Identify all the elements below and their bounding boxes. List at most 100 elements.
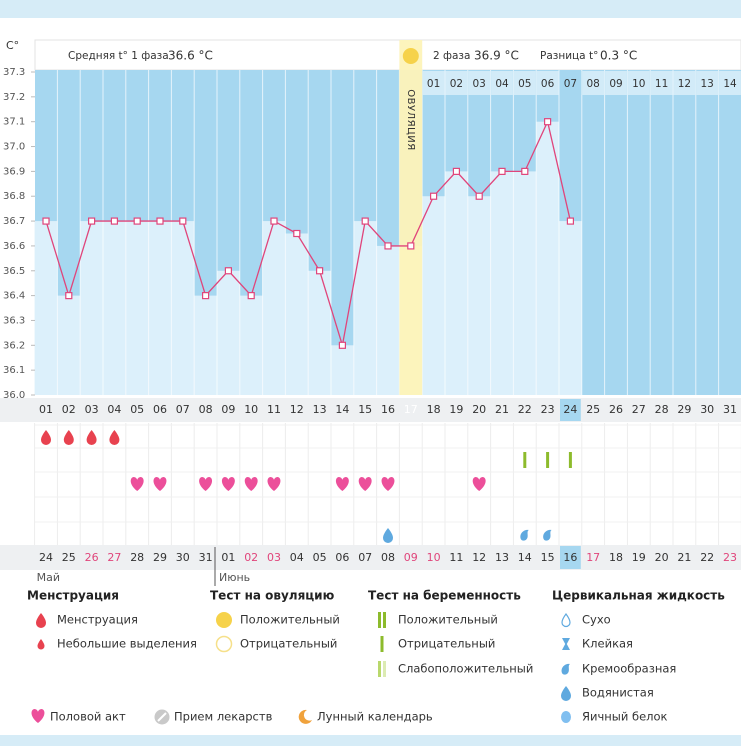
- temperature-point: [247, 292, 255, 300]
- test-bar: [378, 661, 381, 677]
- day-icon: [383, 528, 393, 543]
- date-label: 08: [381, 551, 395, 564]
- phase2-day-label: 08: [587, 78, 600, 90]
- legend-item: Кремообразная: [582, 662, 676, 676]
- x-tick-label: 11: [267, 403, 281, 416]
- x-tick-label: 14: [335, 403, 349, 416]
- legend-icon: [562, 638, 570, 650]
- temp-bar: [513, 171, 537, 395]
- date-label: 29: [153, 551, 167, 564]
- day-icon: [358, 477, 372, 491]
- phase2-day-label: 04: [495, 78, 509, 90]
- x-tick-label: 29: [677, 403, 691, 416]
- x-tick-label: 08: [199, 403, 213, 416]
- phase2-day-label: 13: [701, 78, 714, 90]
- y-tick-label: 36.6: [3, 241, 25, 252]
- temperature-line: [45, 119, 572, 346]
- legend-item: Лунный календарь: [317, 710, 433, 724]
- legend-icon: [378, 661, 386, 677]
- temp-bar: [422, 196, 445, 395]
- day-icon: [335, 477, 349, 491]
- test-bar: [378, 612, 381, 628]
- phase2-day-cell: [491, 71, 513, 95]
- temperature-point: [430, 192, 438, 200]
- day-icon: [381, 477, 395, 491]
- y-tick-label: 36.3: [3, 315, 25, 326]
- y-tick-label: 37.1: [3, 117, 25, 128]
- temp-bar: [262, 221, 286, 395]
- phase2-day-cell: [468, 71, 491, 95]
- legend-item: Слабоположительный: [398, 662, 533, 676]
- phase2-day-cell: [650, 71, 673, 95]
- phase2-day-cell: [422, 71, 445, 95]
- day-icon: [568, 452, 572, 468]
- phase2-day-label: 01: [427, 78, 440, 90]
- x-tick-label: 19: [449, 403, 463, 416]
- heart-icon: [199, 477, 213, 491]
- temp-bar: [194, 295, 217, 395]
- date-label: 09: [404, 551, 418, 564]
- temp-bar: [57, 295, 81, 395]
- y-tick-label: 37.2: [3, 92, 25, 103]
- x-tick-label: 13: [313, 403, 327, 416]
- legend-icon: [31, 709, 45, 723]
- temperature-point: [384, 242, 392, 250]
- temperature-point: [224, 267, 232, 275]
- legend-title: Тест на овуляцию: [210, 589, 335, 603]
- y-tick-label: 37.3: [3, 67, 25, 78]
- temperature-point: [179, 217, 187, 225]
- ovulation-strip: [399, 40, 423, 395]
- phase2-day-label: 10: [632, 78, 645, 90]
- day-icon: [267, 477, 281, 491]
- legend-item: Менструация: [57, 613, 138, 627]
- x-tick-label: 05: [130, 403, 144, 416]
- temp-bar: [285, 233, 309, 395]
- drop-icon: [63, 430, 74, 445]
- date-label: 26: [85, 551, 99, 564]
- y-tick-label: 36.8: [3, 191, 25, 202]
- legend-item: Клейкая: [582, 637, 633, 651]
- phase2-day-cell: [582, 71, 605, 95]
- x-tick-label: 17: [404, 403, 418, 416]
- legend-item: Сухо: [582, 613, 611, 627]
- phase2-label: 2 фаза: [433, 50, 470, 62]
- day-icon: [244, 477, 258, 491]
- temp-bar: [103, 221, 126, 395]
- x-tick-label: 16: [381, 403, 395, 416]
- phase2-value: 36.9 °C: [474, 49, 519, 63]
- phase2-day-label: 12: [678, 78, 691, 90]
- x-tick-label: 09: [221, 403, 235, 416]
- day-icon: [546, 452, 550, 468]
- phase2-day-cell: [605, 71, 627, 95]
- legend-item: Положительный: [398, 613, 498, 627]
- y-tick-label: 37.0: [3, 142, 25, 153]
- difference-value: 0.3 °C: [600, 49, 637, 63]
- legend-icon: [561, 711, 571, 723]
- y-tick-label: 36.1: [3, 365, 25, 376]
- legend-icon: [37, 639, 45, 650]
- legend-item: Небольшие выделения: [57, 637, 197, 651]
- x-tick-label: 24: [563, 403, 577, 416]
- phase2-day-cell: [719, 71, 741, 95]
- phase2-day-cell: [627, 71, 650, 95]
- legend-title: Цервикальная жидкость: [552, 589, 725, 603]
- legend-title: Менструация: [27, 589, 119, 603]
- x-tick-label: 28: [655, 403, 669, 416]
- month-label: Июнь: [219, 571, 250, 584]
- heart-icon: [130, 477, 144, 491]
- x-tick-label: 02: [62, 403, 76, 416]
- y-tick-label: 36.4: [3, 291, 25, 302]
- date-label: 13: [495, 551, 509, 564]
- date-label: 05: [313, 551, 327, 564]
- x-tick-label: 10: [244, 403, 258, 416]
- temperature-point: [110, 217, 119, 225]
- test-bar: [380, 636, 384, 652]
- temperature-point: [133, 217, 141, 225]
- y-tick-label: 36.0: [3, 390, 25, 401]
- pill-slash: [157, 712, 167, 722]
- temp-bar: [239, 295, 263, 395]
- date-label: 24: [39, 551, 53, 564]
- date-label: 27: [107, 551, 121, 564]
- day-icon: [41, 430, 51, 445]
